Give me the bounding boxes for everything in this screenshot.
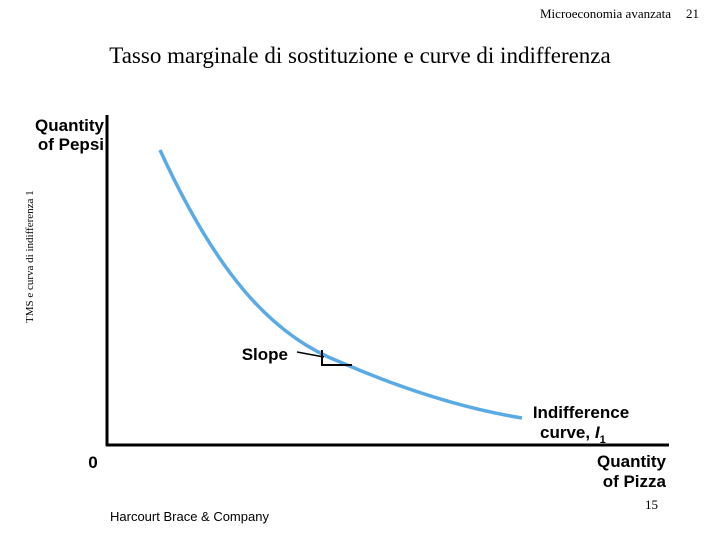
slope-leader <box>296 351 325 358</box>
page-number: 15 <box>645 497 658 512</box>
slope-triangle <box>321 350 352 366</box>
curve-symbol: I <box>595 423 601 442</box>
side-label: TMS e curva di indifferenza 1 <box>24 190 36 323</box>
publisher: Harcourt Brace & Company <box>110 509 269 524</box>
curve-label: curve, I1 <box>540 423 606 446</box>
curve-label-text: curve, <box>540 423 590 442</box>
indifference-curve <box>158 149 523 420</box>
x-axis-label: Quantity <box>597 452 666 471</box>
x-axis-label: of Pizza <box>603 472 667 491</box>
y-axis-label: Quantity <box>35 116 104 135</box>
slide-title: Tasso marginale di sostituzione e curve … <box>109 43 610 68</box>
origin-label: 0 <box>88 453 97 472</box>
y-axis-label: of Pepsi <box>38 135 104 154</box>
slide-number: 21 <box>686 6 699 21</box>
curve-subscript: 1 <box>600 434 606 446</box>
running-title: Microeconomia avanzata <box>540 6 671 21</box>
slope-label: Slope <box>242 345 288 364</box>
curve-label: Indifference <box>533 403 629 422</box>
